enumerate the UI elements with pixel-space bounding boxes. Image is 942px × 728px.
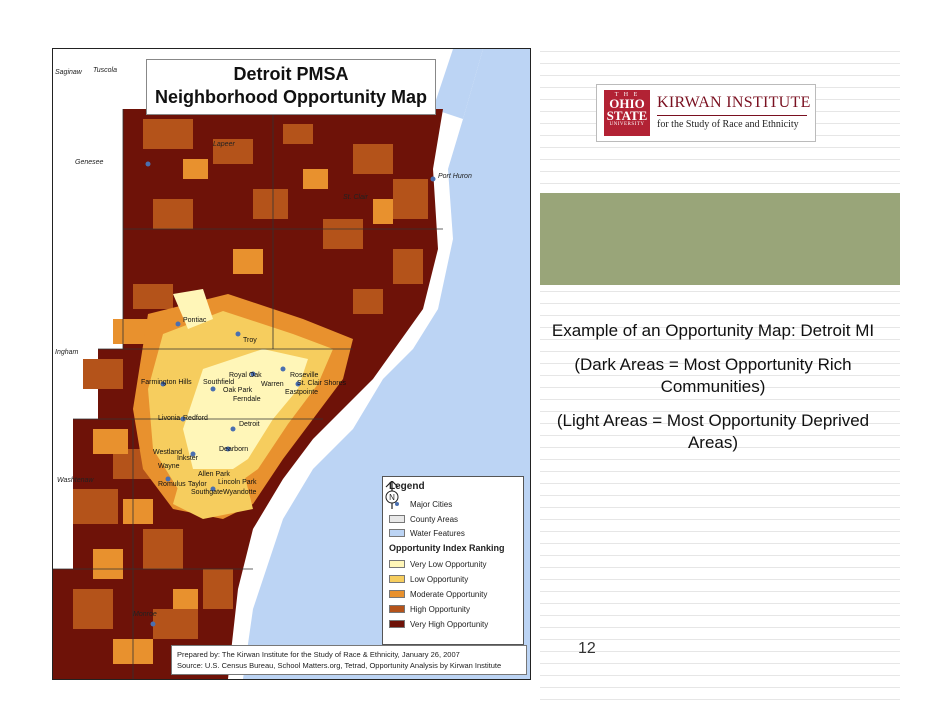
- legend-item-very-high: Very High Opportunity: [389, 619, 488, 629]
- city-label: Redford: [183, 415, 208, 422]
- city-label: Wyandotte: [223, 489, 257, 496]
- kirwan-institute-logo: T H E OHIO STATE UNIVERSITY KIRWAN INSTI…: [596, 84, 816, 142]
- legend-label: High Opportunity: [410, 604, 471, 614]
- logo-divider: [657, 115, 807, 116]
- city-label: Eastpointe: [285, 389, 319, 396]
- county-label: St. Clair: [343, 194, 368, 201]
- slide-body-text: Example of an Opportunity Map: Detroit M…: [548, 320, 878, 466]
- emblem-state: STATE: [606, 108, 648, 123]
- city-label: St. Clair Shores: [297, 380, 347, 387]
- legend-swatch: [389, 575, 405, 583]
- legend-label: Moderate Opportunity: [410, 589, 488, 599]
- north-arrow-icon: N: [385, 481, 399, 509]
- city-label: Troy: [243, 337, 257, 344]
- slide-background-stripes: [540, 40, 900, 710]
- caption-light-areas: (Light Areas = Most Opportunity Deprived…: [556, 411, 870, 452]
- city-label: Warren: [261, 381, 284, 388]
- map-title: Detroit PMSA: [233, 64, 349, 84]
- opportunity-map: Detroit PMSA Neighborhood Opportunity Ma…: [52, 48, 531, 680]
- legend-swatch: [389, 620, 405, 628]
- legend-item-moderate: Moderate Opportunity: [389, 589, 487, 599]
- map-legend: Legend N Major Cities County Areas Water…: [382, 476, 524, 645]
- credit-prepared-by: Prepared by: The Kirwan Institute for th…: [177, 650, 460, 659]
- legend-label: Very Low Opportunity: [410, 559, 487, 569]
- county-label: Washtenaw: [57, 477, 94, 484]
- city-label: Taylor: [188, 481, 207, 488]
- city-label: Ferndale: [233, 396, 261, 403]
- legend-swatch: [389, 605, 405, 613]
- legend-label: County Areas: [410, 514, 459, 524]
- legend-item-county-areas: County Areas: [389, 514, 458, 524]
- emblem-university: UNIVERSITY: [609, 122, 645, 127]
- city-label: Southfield: [203, 379, 235, 386]
- city-label: Detroit: [239, 421, 260, 428]
- ohio-state-emblem: T H E OHIO STATE UNIVERSITY: [604, 90, 650, 136]
- legend-item-very-low: Very Low Opportunity: [389, 559, 486, 569]
- caption-dark-areas: (Dark Areas = Most Opportunity Rich Comm…: [574, 355, 852, 396]
- city-label: Westland: [153, 449, 183, 456]
- map-subtitle: Neighborhood Opportunity Map: [155, 87, 427, 107]
- legend-swatch: [389, 529, 405, 537]
- city-label: Pontiac: [183, 317, 207, 324]
- accent-bar: [540, 193, 900, 285]
- city-label: Dearborn: [219, 446, 249, 453]
- institute-name: KIRWAN INSTITUTE: [657, 94, 811, 111]
- county-label: Ingham: [55, 349, 79, 356]
- legend-item-major-cities: Major Cities: [389, 499, 452, 509]
- legend-label: Major Cities: [410, 499, 453, 509]
- city-label: Lincoln Park: [218, 479, 257, 486]
- credit-source: Source: U.S. Census Bureau, School Matte…: [177, 661, 502, 670]
- county-label: Lapeer: [213, 141, 235, 148]
- county-label: Monroe: [133, 611, 157, 618]
- city-dot-icon: [395, 502, 399, 506]
- city-label: Oak Park: [223, 387, 253, 394]
- emblem-the: T H E: [614, 92, 640, 98]
- map-graphic: [53, 49, 530, 679]
- legend-label: Low Opportunity: [410, 574, 469, 584]
- city-label: Inkster: [177, 455, 199, 462]
- county-label: Genesee: [75, 159, 104, 166]
- city-label: Farmington Hills: [141, 379, 192, 386]
- legend-swatch: [389, 560, 405, 568]
- city-label: Allen Park: [198, 471, 230, 478]
- legend-item-low: Low Opportunity: [389, 574, 468, 584]
- city-label: Roseville: [290, 372, 319, 379]
- city-label: Livonia: [158, 415, 181, 422]
- city-label: Southgate: [191, 489, 223, 496]
- legend-ranking-title: Opportunity Index Ranking: [389, 543, 505, 553]
- legend-label: Very High Opportunity: [410, 619, 489, 629]
- county-label: Tuscola: [93, 67, 117, 74]
- map-title-box: Detroit PMSA Neighborhood Opportunity Ma…: [146, 59, 436, 115]
- legend-swatch: [389, 515, 405, 523]
- caption-example: Example of an Opportunity Map: Detroit M…: [551, 321, 875, 340]
- county-label: Saginaw: [55, 69, 82, 76]
- legend-item-high: High Opportunity: [389, 604, 470, 614]
- legend-label: Water Features: [410, 528, 465, 538]
- map-credit: Prepared by: The Kirwan Institute for th…: [171, 645, 527, 675]
- legend-title: Legend: [389, 481, 425, 492]
- county-label: Port Huron: [438, 173, 472, 180]
- emblem-ohio: OHIO: [609, 96, 645, 111]
- institute-subtitle: for the Study of Race and Ethnicity: [657, 119, 799, 130]
- page-number: 12: [578, 640, 596, 657]
- svg-text:N: N: [389, 493, 395, 502]
- city-label: Wayne: [158, 463, 180, 470]
- city-label: Royal Oak: [229, 372, 262, 379]
- legend-item-water: Water Features: [389, 528, 465, 538]
- legend-swatch: [389, 590, 405, 598]
- city-label: Romulus: [158, 481, 186, 488]
